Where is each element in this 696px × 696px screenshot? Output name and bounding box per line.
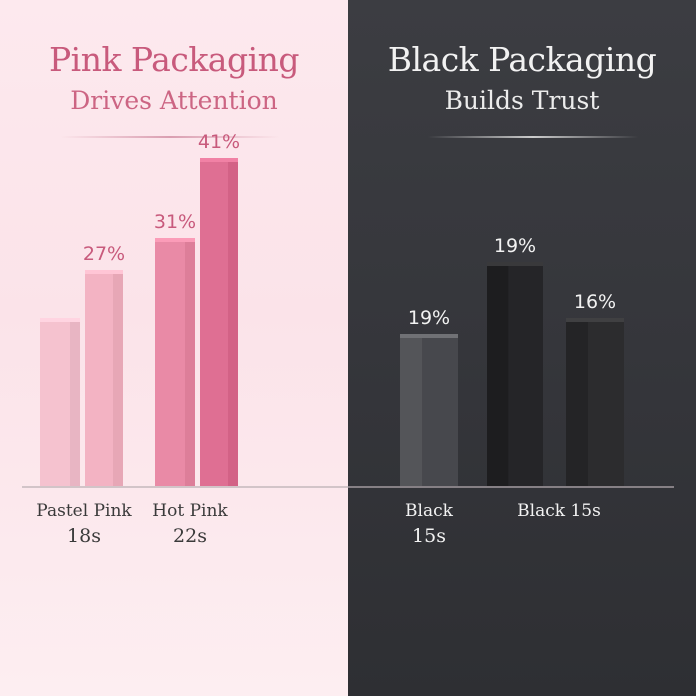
bar-value-label: 16% [574, 291, 616, 313]
category-time-label: 15s [412, 525, 446, 547]
bar-side-face [228, 158, 238, 486]
pink-panel-subtitle: Drives Attention [70, 86, 278, 115]
bar-top-edge [487, 262, 543, 266]
bar-3: 31% [154, 211, 196, 486]
bar-value-label: 19% [408, 307, 450, 329]
bar-value-label: 19% [494, 235, 536, 257]
bar-side-face [113, 270, 123, 486]
pink-title-divider [60, 136, 280, 138]
category-label: Pastel Pink [36, 501, 132, 521]
bar-side-face [508, 262, 543, 486]
bar-value-label: 41% [198, 131, 240, 153]
bar-2: 27% [83, 243, 125, 486]
category-label: Black [405, 501, 454, 521]
bar-value-label: 27% [83, 243, 125, 265]
bar-5: 19% [400, 307, 458, 486]
category-time-label: 18s [67, 525, 101, 547]
bar-side-face [185, 238, 195, 486]
black-title-divider [428, 136, 638, 138]
bar-side-face [588, 318, 624, 486]
category-label: Black 15s [517, 501, 601, 521]
bar-top-edge [155, 238, 195, 242]
category-label: Hot Pink [152, 501, 228, 521]
bar-top-edge [200, 158, 238, 162]
bar-6: 19% [487, 235, 543, 486]
pink-panel-title: Pink Packaging [48, 40, 300, 79]
bar-7: 16% [566, 291, 624, 486]
bar-value-label: 31% [154, 211, 196, 233]
bar-1 [40, 318, 80, 486]
bar-side-face [70, 318, 80, 486]
bar-top-edge [566, 318, 624, 322]
bar-side-face [422, 334, 458, 486]
black-panel-title: Black Packaging [387, 40, 657, 79]
bar-top-edge [85, 270, 123, 274]
bar-top-edge [40, 318, 80, 322]
bar-top-edge [400, 334, 458, 338]
black-panel-subtitle: Builds Trust [444, 86, 600, 115]
category-time-label: 22s [173, 525, 207, 547]
bar-4: 41% [198, 131, 240, 486]
